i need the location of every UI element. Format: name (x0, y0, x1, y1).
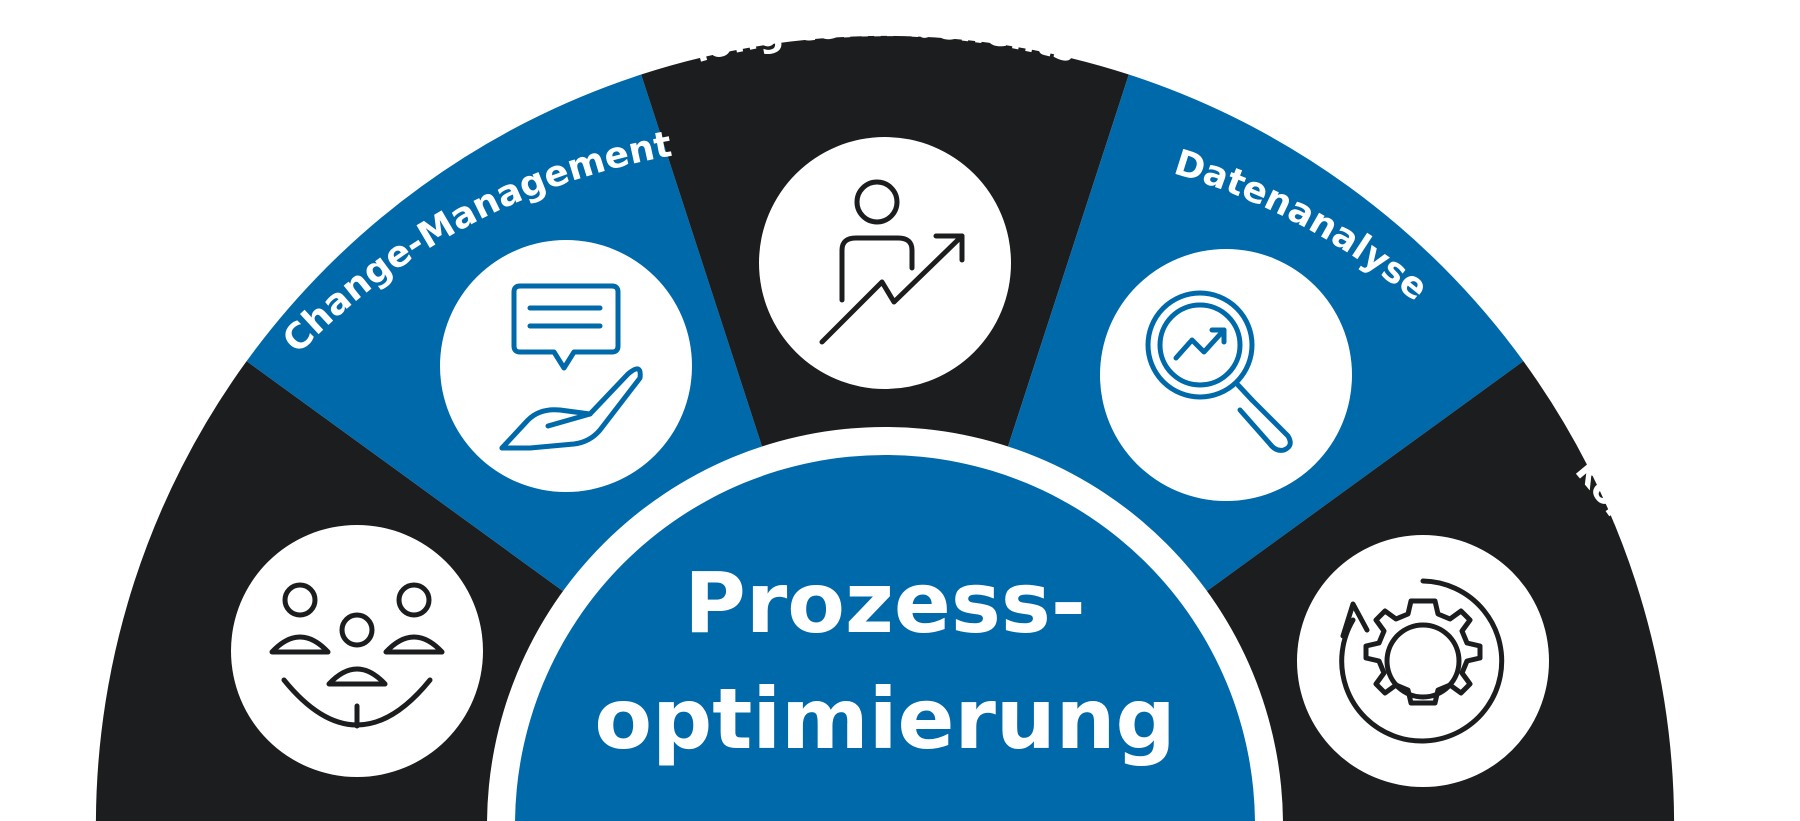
center-disc (515, 455, 1255, 821)
person-growth-arrow-icon (819, 179, 965, 345)
magnifier-chart-icon (1145, 290, 1293, 453)
team-collaboration-icon (269, 582, 445, 729)
icon-circle-zusammenarbeit (231, 525, 483, 777)
center-title-line1: Prozess- (684, 554, 1085, 652)
hand-speech-bubble-icon (499, 283, 643, 451)
icon-circle-datenanalyse (1100, 249, 1352, 501)
center-title-line2: optimierung (594, 670, 1175, 768)
icon-circle-long-term-benefits (759, 137, 1011, 389)
icon-circle-change-management (440, 240, 692, 492)
gear-cycle-icon (1339, 578, 1505, 744)
icon-circle-kontinuierlicher-prozess (1297, 535, 1549, 787)
